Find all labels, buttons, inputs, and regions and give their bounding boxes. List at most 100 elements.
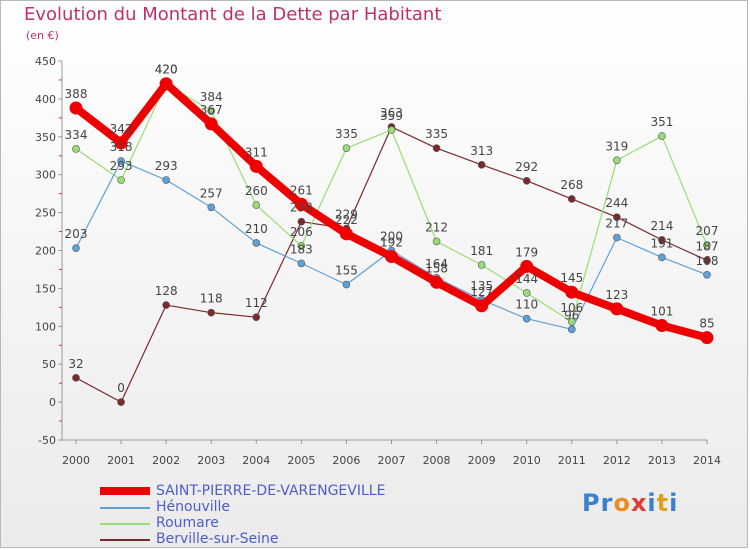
data-label: 367 bbox=[200, 103, 223, 117]
data-point bbox=[387, 126, 396, 134]
data-point bbox=[252, 201, 261, 209]
data-point bbox=[430, 275, 444, 289]
data-label: 420 bbox=[155, 63, 178, 77]
data-label: 359 bbox=[380, 109, 403, 123]
data-point bbox=[477, 161, 486, 169]
legend-swatch-saint-pierre bbox=[100, 487, 150, 495]
data-point bbox=[567, 195, 576, 203]
data-label: 96 bbox=[564, 308, 579, 322]
y-tick-label: 100 bbox=[35, 320, 56, 333]
x-tick-label: 2009 bbox=[468, 454, 496, 467]
data-label: 155 bbox=[335, 264, 358, 278]
y-tick-label: 400 bbox=[35, 93, 56, 106]
data-label: 244 bbox=[605, 196, 628, 210]
data-point bbox=[703, 270, 711, 279]
x-tick-label: 2013 bbox=[648, 454, 676, 467]
data-label: 135 bbox=[470, 279, 493, 293]
x-tick-label: 2001 bbox=[107, 454, 135, 467]
legend-swatch-henouville bbox=[100, 507, 150, 509]
x-tick-label: 2012 bbox=[603, 454, 631, 467]
logo-part: x bbox=[630, 489, 648, 517]
legend-swatch-roumare bbox=[100, 523, 150, 525]
data-point bbox=[204, 117, 218, 131]
data-label: 183 bbox=[290, 242, 313, 256]
data-label: 222 bbox=[335, 213, 358, 227]
proxiti-logo: Proxiti bbox=[582, 489, 678, 517]
data-point bbox=[477, 261, 486, 269]
data-point bbox=[565, 285, 579, 299]
y-tick-label: -50 bbox=[38, 434, 56, 447]
data-label: 101 bbox=[650, 305, 673, 319]
data-label: 118 bbox=[200, 292, 223, 306]
data-point bbox=[342, 280, 351, 289]
data-label: 179 bbox=[515, 245, 538, 259]
data-label: 293 bbox=[110, 159, 133, 173]
data-label: 192 bbox=[380, 236, 403, 250]
data-label: 158 bbox=[425, 261, 448, 275]
data-point bbox=[567, 325, 576, 334]
y-tick-label: 350 bbox=[35, 131, 56, 144]
logo-part: t bbox=[656, 489, 670, 517]
data-label: 214 bbox=[650, 219, 673, 233]
data-label: 384 bbox=[200, 90, 223, 104]
logo-part: i bbox=[669, 489, 679, 517]
data-label: 123 bbox=[605, 288, 628, 302]
data-label: 85 bbox=[699, 317, 714, 331]
legend-label: SAINT-PIERRE-DE-VARENGEVILLE bbox=[156, 483, 386, 499]
data-point bbox=[207, 203, 216, 212]
data-point bbox=[432, 237, 441, 246]
chart-unit-label: (en €) bbox=[26, 29, 59, 42]
x-tick-label: 2005 bbox=[287, 454, 315, 467]
data-label: 420 bbox=[155, 63, 178, 77]
y-tick-label: 450 bbox=[35, 55, 56, 68]
data-label: 318 bbox=[110, 140, 133, 154]
y-tick-label: 50 bbox=[42, 358, 56, 371]
data-label: 292 bbox=[515, 160, 538, 174]
data-point bbox=[703, 256, 711, 265]
data-label: 168 bbox=[696, 254, 719, 268]
x-tick-label: 2008 bbox=[423, 454, 451, 467]
data-point bbox=[610, 302, 624, 316]
x-tick-label: 2011 bbox=[558, 454, 586, 467]
data-label: 238 bbox=[290, 201, 313, 215]
data-label: 313 bbox=[470, 144, 493, 158]
data-point bbox=[658, 236, 666, 244]
data-point bbox=[700, 331, 714, 345]
data-point bbox=[207, 308, 216, 317]
data-label: 206 bbox=[290, 225, 313, 239]
data-point bbox=[117, 398, 125, 406]
data-label: 335 bbox=[425, 127, 448, 141]
logo-part: Pr bbox=[582, 489, 614, 517]
data-point bbox=[432, 144, 441, 152]
data-point bbox=[613, 156, 621, 165]
data-label: 319 bbox=[605, 139, 628, 153]
x-tick-label: 2007 bbox=[378, 454, 406, 467]
data-label: 106 bbox=[560, 301, 583, 315]
legend-swatch-berville bbox=[100, 539, 150, 541]
data-point bbox=[159, 77, 173, 91]
data-label: 110 bbox=[515, 298, 538, 312]
legend-label: Hénouville bbox=[156, 499, 231, 515]
data-label: 203 bbox=[65, 227, 88, 241]
data-point bbox=[522, 314, 531, 323]
data-label: 212 bbox=[425, 220, 448, 234]
data-point bbox=[613, 233, 621, 242]
x-tick-label: 2004 bbox=[242, 454, 270, 467]
data-point bbox=[69, 101, 83, 115]
data-point bbox=[522, 176, 531, 185]
data-label: 268 bbox=[560, 178, 583, 192]
data-label: 191 bbox=[650, 236, 673, 250]
data-label: 342 bbox=[110, 122, 133, 136]
data-point bbox=[252, 239, 261, 247]
data-label: 261 bbox=[290, 183, 313, 197]
data-label: 164 bbox=[425, 257, 448, 271]
data-point bbox=[297, 259, 306, 268]
data-point bbox=[72, 145, 80, 153]
data-point bbox=[117, 176, 125, 184]
data-label: 388 bbox=[65, 87, 88, 101]
data-label: 335 bbox=[335, 127, 358, 141]
data-point bbox=[72, 244, 80, 253]
legend-label: Berville-sur-Seine bbox=[156, 531, 279, 547]
